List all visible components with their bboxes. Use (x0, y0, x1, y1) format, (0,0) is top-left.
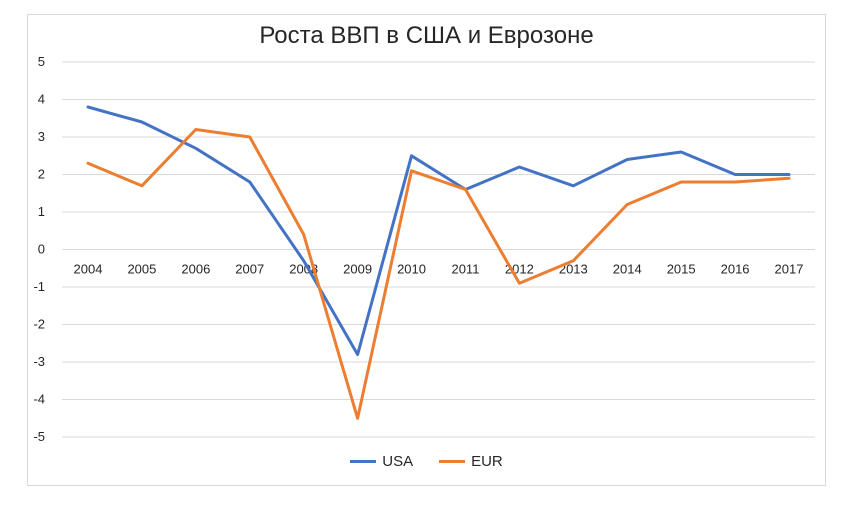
y-tick-label: -5 (33, 429, 45, 444)
y-tick-label: 5 (38, 54, 45, 69)
x-tick-label: 2017 (775, 262, 804, 277)
chart-title: Роста ВВП в США и Еврозоне (259, 22, 594, 49)
legend: USA EUR (0, 453, 853, 470)
y-tick-label: 4 (38, 92, 45, 107)
x-tick-label: 2016 (721, 262, 750, 277)
y-tick-label: 2 (38, 167, 45, 182)
x-tick-label: 2007 (235, 262, 264, 277)
legend-item-usa: USA (350, 453, 413, 470)
x-tick-label: 2014 (613, 262, 642, 277)
x-tick-label: 2009 (343, 262, 372, 277)
x-tick-label: 2011 (451, 262, 479, 277)
y-tick-label: -1 (33, 279, 45, 294)
y-tick-label: -4 (33, 392, 45, 407)
series-line-usa (86, 105, 791, 356)
y-tick-label: 0 (38, 242, 45, 257)
x-tick-label: 2010 (397, 262, 426, 277)
x-tick-label: 2015 (667, 262, 696, 277)
series-line-eur (86, 128, 791, 420)
y-tick-label: -2 (33, 317, 45, 332)
x-tick-label: 2006 (181, 262, 210, 277)
y-tick-label: 1 (38, 204, 45, 219)
x-tick-label: 2005 (127, 262, 156, 277)
legend-swatch-eur (439, 460, 466, 463)
legend-item-eur: EUR (439, 453, 503, 470)
legend-label-eur: EUR (471, 453, 503, 470)
legend-swatch-usa (350, 460, 377, 463)
y-tick-label: 3 (38, 129, 45, 144)
x-tick-label: 2004 (74, 262, 103, 277)
y-tick-label: -3 (33, 354, 45, 369)
legend-label-usa: USA (382, 453, 414, 470)
